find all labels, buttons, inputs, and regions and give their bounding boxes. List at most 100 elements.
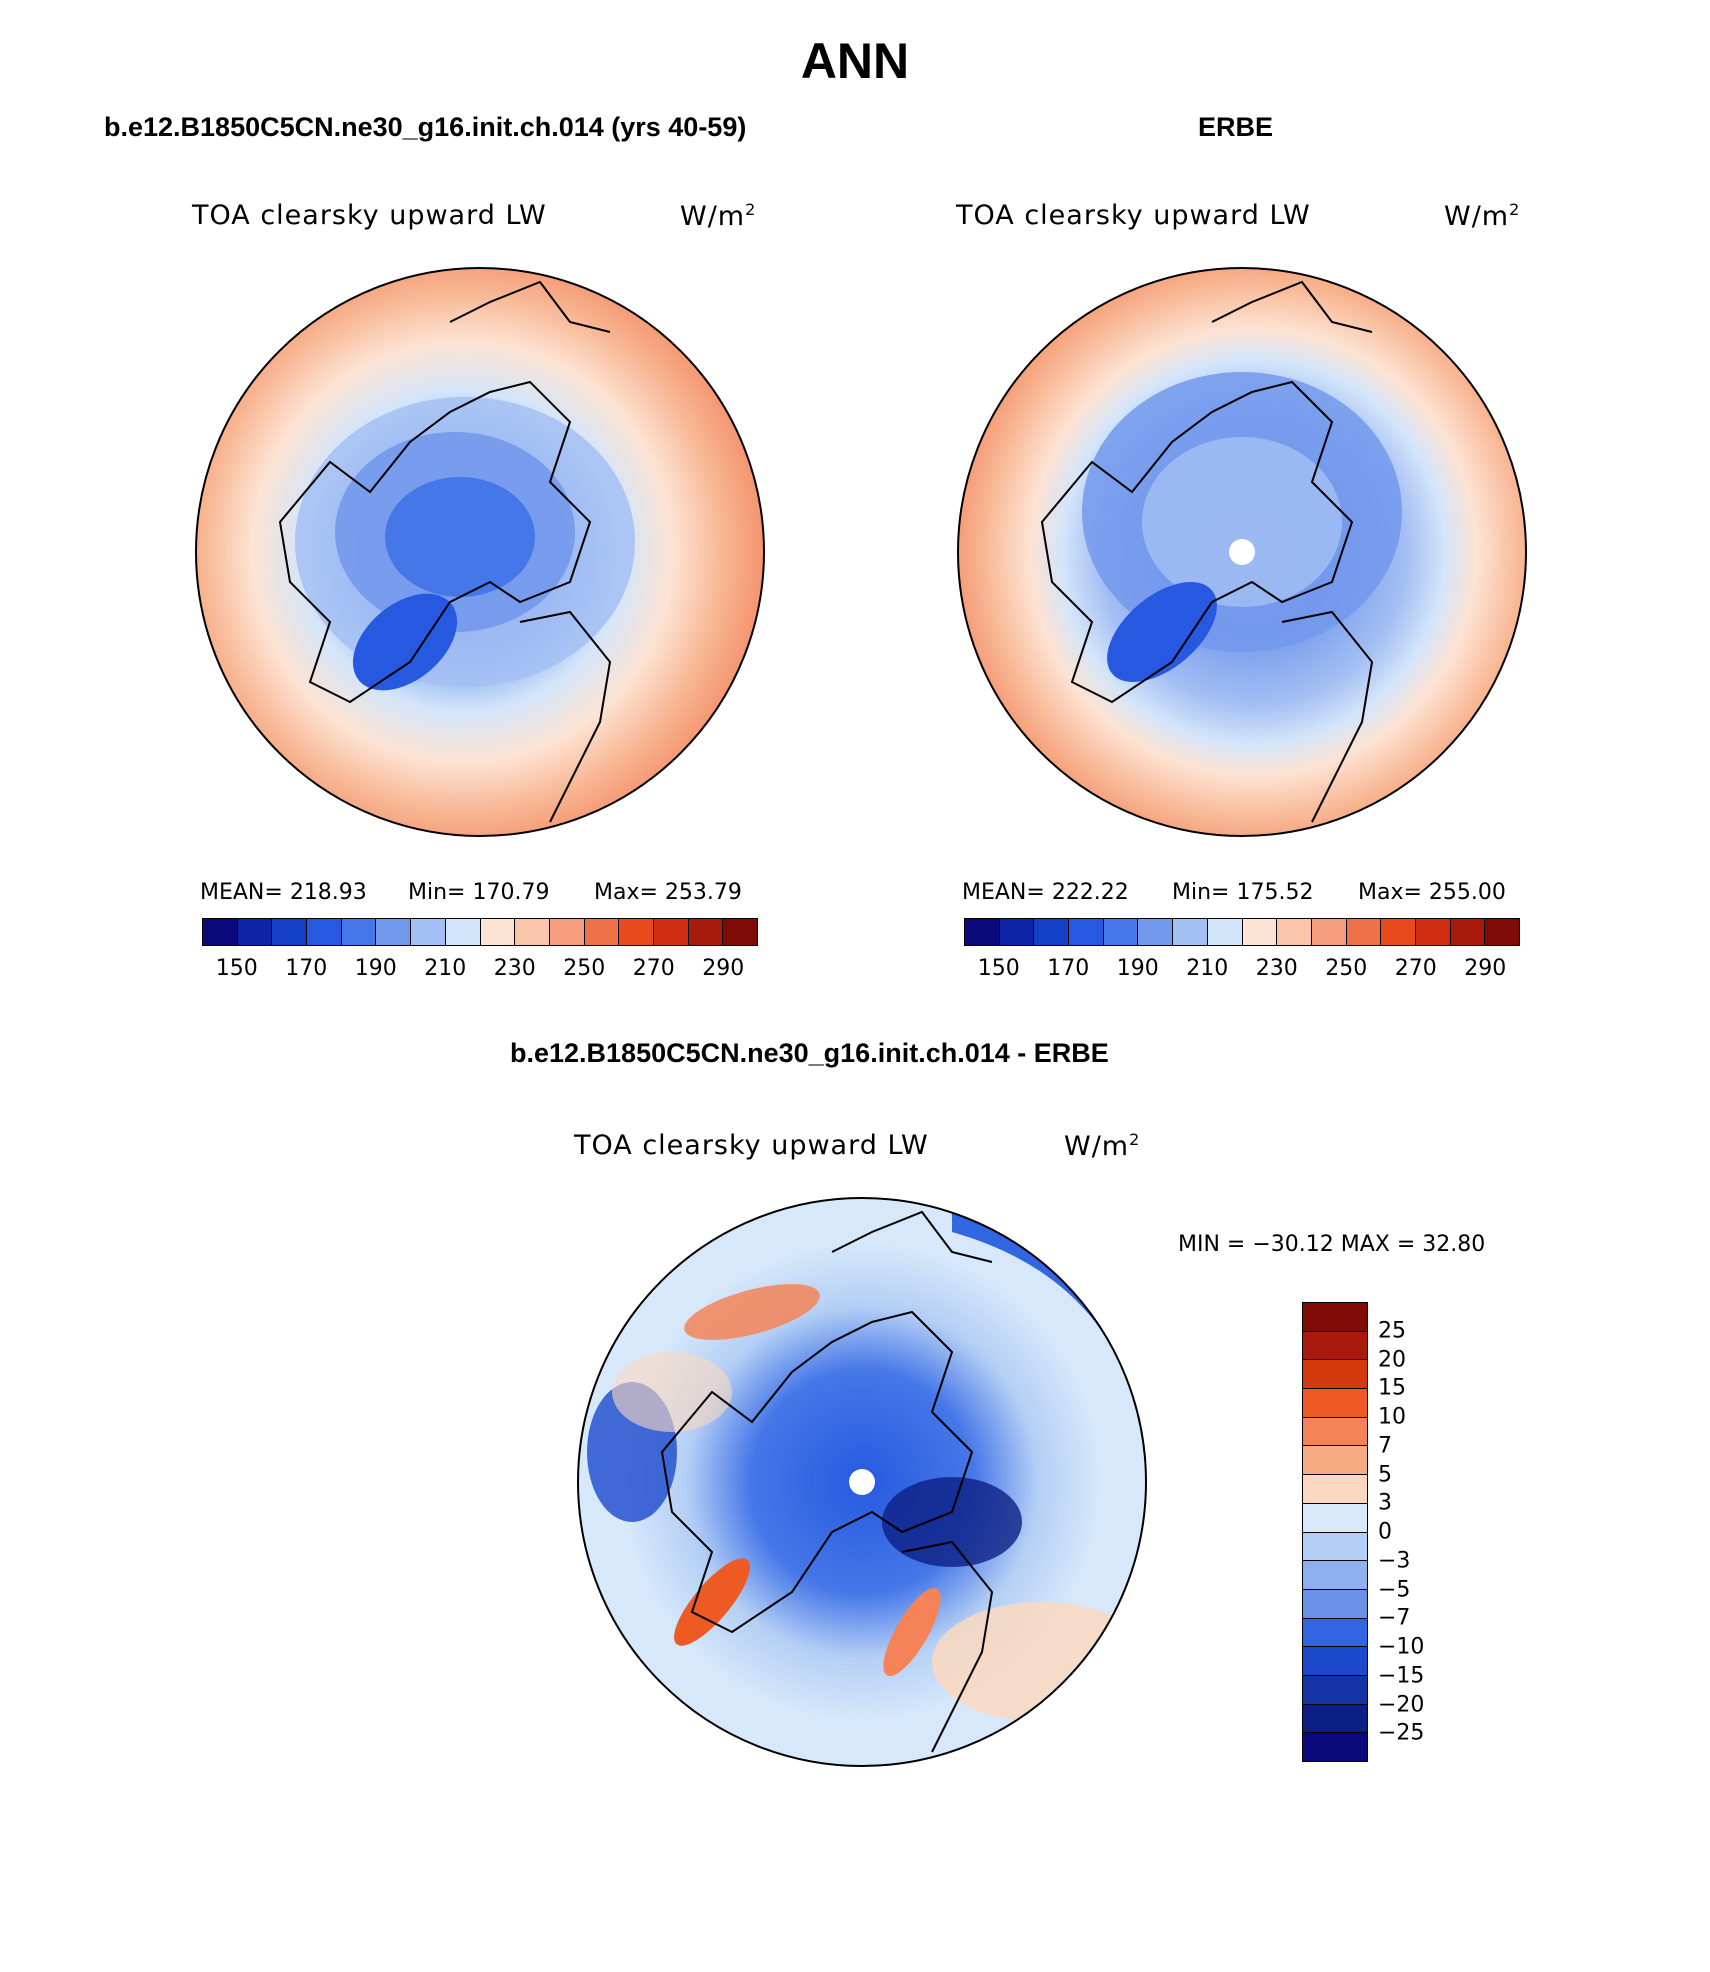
model-colorbar-swatch [515, 919, 550, 945]
diff-colorbar-tick-label: −3 [1378, 1548, 1411, 1574]
diff-colorbar-swatch [1303, 1446, 1367, 1476]
diff-colorbar-swatch [1303, 1589, 1367, 1619]
obs-colorbar-swatch [1485, 919, 1519, 945]
obs-colorbar-swatch [1034, 919, 1070, 945]
obs-colorbar-swatch [965, 919, 1000, 945]
diff-colorbar-swatch [1303, 1532, 1367, 1562]
model-colorbar-tick-label: 290 [702, 956, 745, 981]
diff-colorbar-swatch [1303, 1618, 1367, 1648]
model-field-label: TOA clearsky upward LW [192, 200, 547, 231]
obs-colorbar [964, 918, 1520, 946]
obs-colorbar-swatch [999, 919, 1035, 945]
model-case-title: b.e12.B1850C5CN.ne30_g16.init.ch.014 (yr… [104, 112, 747, 142]
obs-colorbar-tick-label: 250 [1325, 956, 1368, 981]
obs-coastline [1211, 280, 1373, 333]
obs-contour-band [1142, 437, 1342, 607]
obs-colorbar-swatch [1103, 919, 1139, 945]
diff-positive-band [612, 1352, 732, 1432]
obs-colorbar-swatch [1138, 919, 1174, 945]
model-greenland-low [352, 593, 458, 691]
model-max-label: Max= 253.79 [594, 880, 742, 905]
model-colorbar-swatch [272, 919, 308, 945]
diff-colorbar-swatch [1303, 1331, 1367, 1361]
obs-colorbar-swatch [1277, 919, 1312, 945]
model-colorbar-swatch [480, 919, 516, 945]
diff-colorbar-tick-label: 0 [1378, 1519, 1392, 1545]
obs-colorbar-swatch [1311, 919, 1347, 945]
model-colorbar-tick-label: 270 [632, 956, 675, 981]
obs-colorbar-tick-label: 210 [1186, 956, 1229, 981]
obs-colorbar-swatch [1415, 919, 1451, 945]
diff-coastline [660, 1310, 974, 1634]
obs-colorbar-tick-label: 150 [977, 956, 1020, 981]
diff-colorbar-swatch [1303, 1503, 1367, 1533]
diff-colorbar-swatch [1303, 1475, 1367, 1504]
diff-field-label: TOA clearsky upward LW [574, 1130, 929, 1161]
model-colorbar-swatch [341, 919, 377, 945]
obs-field-label: TOA clearsky upward LW [956, 200, 1311, 231]
diff-minmax-label: MIN = −30.12 MAX = 32.80 [1178, 1232, 1486, 1257]
model-map-border [195, 267, 765, 837]
model-colorbar-swatch [549, 919, 585, 945]
diff-coastline [831, 1210, 993, 1263]
model-mean-label: MEAN= 218.93 [200, 880, 367, 905]
model-coastline [449, 280, 611, 333]
obs-polar-map [957, 267, 1527, 837]
obs-colorbar-tick-label: 290 [1464, 956, 1507, 981]
obs-colorbar-swatch [1242, 919, 1278, 945]
model-colorbar-swatch [619, 919, 654, 945]
diff-positive-band [883, 1587, 941, 1677]
diff-colorbar-tick-label: −10 [1378, 1634, 1425, 1660]
obs-colorbar-swatch [1207, 919, 1243, 945]
obs-colorbar-tick-label: 170 [1047, 956, 1090, 981]
model-colorbar-swatch [723, 919, 757, 945]
model-colorbar [202, 918, 758, 946]
diff-colorbar-swatch [1303, 1675, 1367, 1705]
diff-colorbar-tick-label: 15 [1378, 1375, 1406, 1401]
diff-colorbar-swatch [1303, 1303, 1367, 1332]
obs-case-title: ERBE [1198, 112, 1274, 142]
diff-colorbar-swatch [1303, 1561, 1367, 1590]
obs-greenland-low [1107, 581, 1217, 683]
obs-colorbar-tick-label: 190 [1116, 956, 1159, 981]
model-colorbar-tick-label: 170 [285, 956, 328, 981]
model-colorbar-tick-label: 190 [354, 956, 397, 981]
diff-contour-band [882, 1477, 1022, 1567]
diff-colorbar-tick-label: −5 [1378, 1577, 1411, 1602]
diff-colorbar-tick-label: −25 [1378, 1720, 1425, 1746]
model-colorbar-swatch [445, 919, 481, 945]
model-colorbar-swatch [376, 919, 412, 945]
obs-max-label: Max= 255.00 [1358, 880, 1506, 905]
model-units-label: W/m2 [680, 200, 757, 232]
diff-coastline [901, 1540, 994, 1753]
model-colorbar-swatch [584, 919, 620, 945]
diff-colorbar-swatch [1303, 1417, 1367, 1447]
diff-colorbar-tick-label: 20 [1378, 1347, 1406, 1372]
model-colorbar-swatch [411, 919, 446, 945]
diff-colorbar-tick-label: 3 [1378, 1490, 1392, 1516]
model-coastline [519, 610, 612, 823]
diff-map-border [577, 1197, 1147, 1767]
model-colorbar-swatch [688, 919, 724, 945]
diff-colorbar-swatch [1303, 1389, 1367, 1418]
diff-colorbar-tick-label: 25 [1378, 1318, 1406, 1344]
diff-colorbar-swatch [1303, 1360, 1367, 1390]
diff-polar-map [577, 1197, 1147, 1767]
diff-colorbar-tick-label: 10 [1378, 1404, 1406, 1430]
obs-mean-label: MEAN= 222.22 [962, 880, 1129, 905]
obs-coastline [1040, 380, 1354, 704]
model-colorbar-swatch [203, 919, 238, 945]
model-coastline [278, 380, 592, 704]
model-colorbar-swatch [237, 919, 273, 945]
diff-positive-band [674, 1558, 750, 1646]
diff-colorbar-swatch [1303, 1647, 1367, 1676]
obs-colorbar-swatch [1069, 919, 1104, 945]
diff-units-label: W/m2 [1064, 1130, 1141, 1162]
obs-units-label: W/m2 [1444, 200, 1521, 232]
diff-colorbar-tick-label: 5 [1378, 1462, 1392, 1487]
model-colorbar-swatch [653, 919, 689, 945]
diff-colorbar-tick-label: −20 [1378, 1692, 1425, 1717]
obs-pole-hole [1229, 539, 1255, 565]
diff-colorbar-tick-label: −7 [1378, 1605, 1411, 1631]
obs-coastline [1281, 610, 1374, 823]
